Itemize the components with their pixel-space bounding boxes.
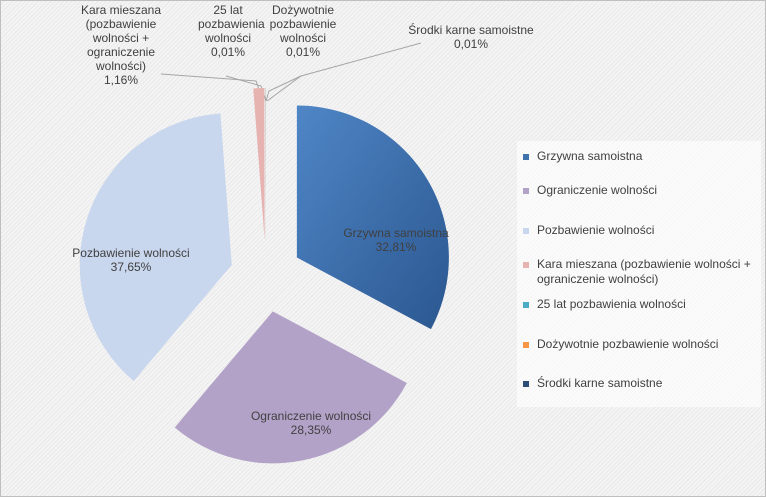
data-label-name: Środki karne samoistne: [408, 23, 534, 37]
data-label-name: Dożywotnie pozbawienie wolności: [269, 3, 337, 45]
data-label: Pozbawienie wolności 37,65%: [56, 246, 206, 274]
legend-item: 25 lat pozbawienia wolności: [523, 297, 755, 312]
legend-item: Pozbawienie wolności: [523, 223, 755, 238]
data-label-name: Kara mieszana (pozbawienie wolności + og…: [80, 3, 162, 73]
pie-slice: [174, 311, 407, 464]
data-label: Kara mieszana (pozbawienie wolności + og…: [74, 3, 169, 87]
pie-slice: [253, 88, 265, 241]
legend: Grzywna samoistna Ograniczenie wolności Po…: [517, 141, 761, 407]
pie-slice: [296, 105, 449, 330]
data-label-name: 25 lat pozbawienia wolności: [198, 3, 265, 45]
data-label-name: Pozbawienie wolności: [72, 246, 190, 260]
data-label-value: 1,16%: [103, 73, 139, 87]
legend-label: Ograniczenie wolności: [537, 183, 658, 197]
data-label: Grzywna samoistna 32,81%: [326, 226, 466, 254]
legend-label: Kara mieszana (pozbawienie wolności + og…: [537, 257, 751, 286]
data-label: 25 lat pozbawienia wolności 0,01%: [198, 3, 265, 59]
legend-item: Grzywna samoistna: [523, 149, 755, 164]
data-label-value: 0,01%: [210, 45, 246, 59]
legend-item: Ograniczenie wolności: [523, 183, 755, 198]
legend-marker: [523, 188, 529, 194]
data-label-value: 28,35%: [290, 423, 332, 437]
data-label-value: 32,81%: [375, 240, 417, 254]
data-label: Ograniczenie wolności 28,35%: [231, 409, 391, 437]
legend-marker: [523, 262, 529, 268]
data-label-name: Ograniczenie wolności: [250, 409, 372, 423]
legend-label: 25 lat pozbawienia wolności: [537, 297, 686, 311]
data-label-value: 0,01%: [453, 37, 489, 51]
legend-label: Środki karne samoistne: [537, 376, 663, 390]
legend-label: Dożywotnie pozbawienie wolności: [537, 337, 719, 351]
legend-marker: [523, 302, 529, 308]
pie-slice: [79, 113, 232, 382]
legend-marker: [523, 228, 529, 234]
legend-item: Kara mieszana (pozbawienie wolności + og…: [523, 257, 755, 287]
data-label: Środki karne samoistne 0,01%: [391, 23, 551, 51]
data-label-value: 37,65%: [110, 260, 152, 274]
data-label: Dożywotnie pozbawienie wolności 0,01%: [268, 3, 338, 59]
legend-marker: [523, 342, 529, 348]
legend-label: Pozbawienie wolności: [537, 223, 655, 237]
legend-item: Dożywotnie pozbawienie wolności: [523, 337, 755, 352]
data-label-value: 0,01%: [285, 45, 321, 59]
legend-marker: [523, 154, 529, 160]
data-label-name: Grzywna samoistna: [343, 226, 449, 240]
legend-item: Środki karne samoistne: [523, 376, 755, 391]
legend-label: Grzywna samoistna: [537, 149, 643, 163]
legend-marker: [523, 381, 529, 387]
